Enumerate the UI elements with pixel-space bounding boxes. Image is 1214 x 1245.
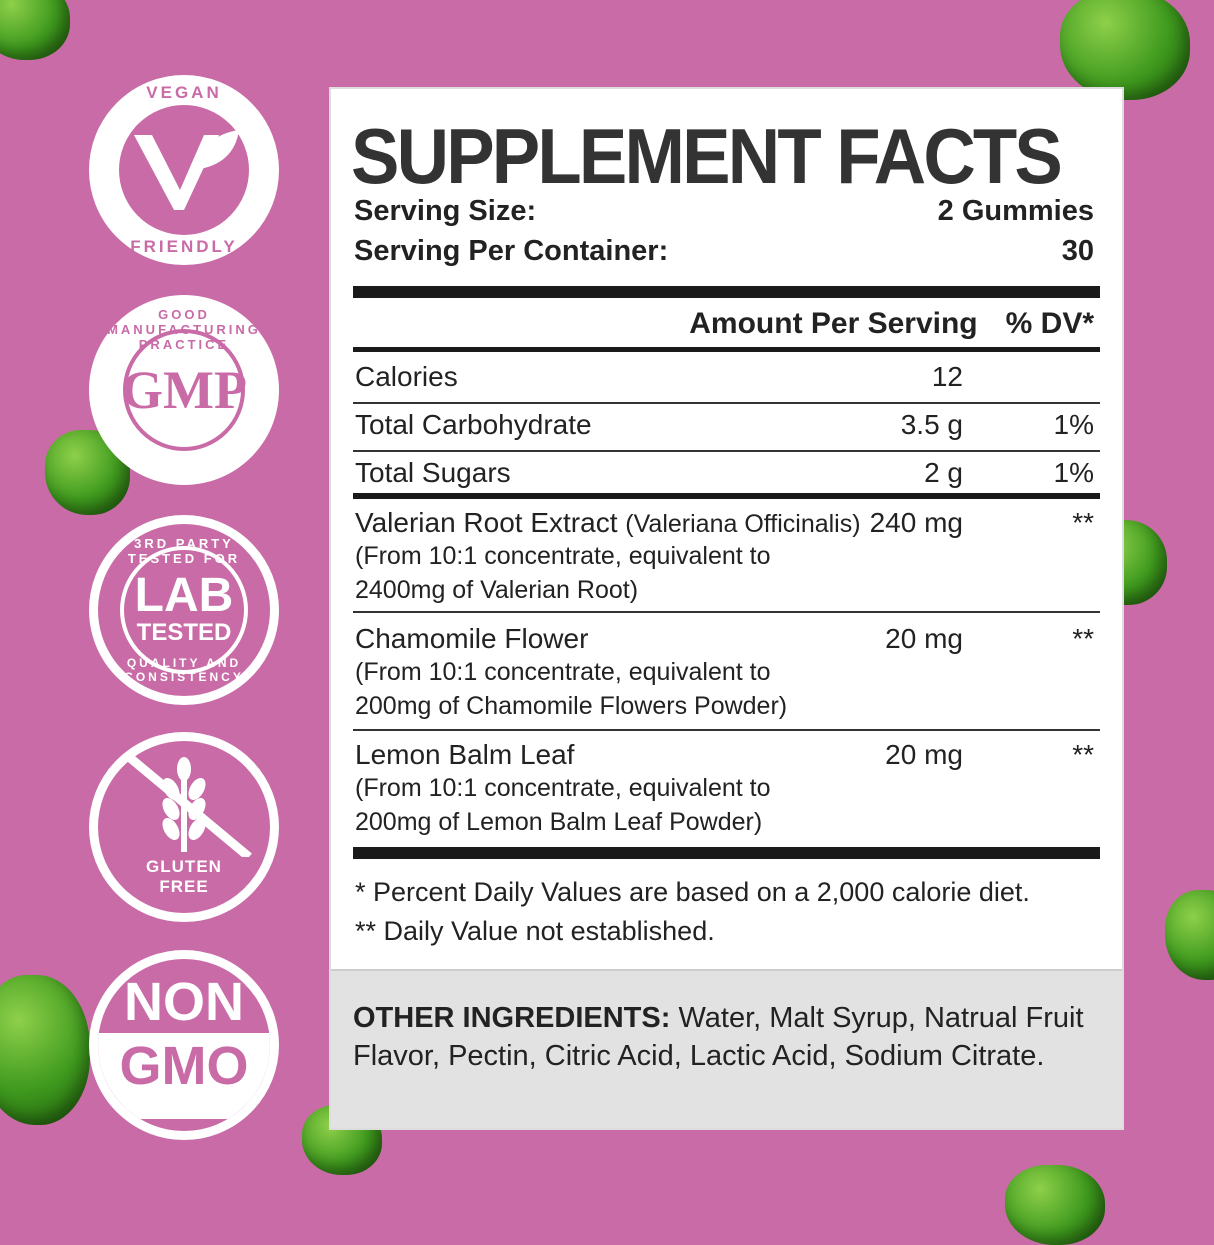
value: 2 Gummies	[937, 195, 1094, 227]
gummy-decoration	[1005, 1165, 1105, 1245]
dv: **	[1072, 623, 1094, 654]
table-row: Total Carbohydrate 3.5 g 1%	[353, 409, 1100, 452]
other-ingredients-text: Water, Malt Syrup, Natrual Fruit Flavor,…	[353, 1002, 1084, 1072]
table-row: Total Sugars 2 g 1%	[353, 457, 1100, 499]
badge-text: GLUTEN	[146, 857, 222, 876]
vegan-friendly-badge: VEGAN FRIENDLY	[89, 75, 279, 265]
divider	[353, 286, 1100, 298]
servings-per-container-row: Serving Per Container: 30	[354, 235, 1094, 268]
value: 30	[1061, 235, 1094, 267]
nutrient-detail: (From 10:1 concentrate, equivalent to	[355, 774, 771, 802]
amount: 12	[931, 361, 963, 392]
label: Serving Size:	[354, 195, 537, 227]
nutrient-detail: 200mg of Chamomile Flowers Powder)	[355, 692, 788, 720]
nutrient-name: Chamomile Flower	[355, 623, 589, 654]
gmp-badge: GOOD MANUFACTURING PRACTICE GMP	[89, 295, 279, 485]
nutrient-name: Valerian Root Extract	[355, 507, 618, 538]
amount-header: Amount Per Serving	[689, 307, 978, 340]
badge-text: GMP	[121, 360, 247, 420]
gummy-decoration	[1060, 0, 1190, 100]
table-row: Valerian Root Extract (Valeriana Officin…	[353, 507, 1100, 613]
badge-text: FREE	[159, 877, 209, 896]
wheat-crossed-icon	[126, 753, 252, 857]
nutrient-detail: 200mg of Lemon Balm Leaf Powder)	[355, 808, 763, 836]
amount: 2 g	[924, 457, 963, 488]
v-leaf-icon	[134, 130, 239, 210]
amount: 3.5 g	[900, 409, 963, 440]
table-row: Lemon Balm Leaf (From 10:1 concentrate, e…	[353, 739, 1100, 859]
gummy-decoration	[0, 0, 70, 60]
nutrient-name: Lemon Balm Leaf	[355, 739, 575, 770]
serving-size-row: Serving Size: 2 Gummies	[354, 195, 1094, 228]
dv: 1%	[1053, 457, 1094, 488]
other-ingredients-label: OTHER INGREDIENTS:	[353, 1002, 671, 1034]
non-gmo-badge: NON GMO	[89, 950, 279, 1140]
divider	[353, 347, 1100, 352]
footnote: * Percent Daily Values are based on a 2,…	[355, 877, 1030, 907]
label: Serving Per Container:	[354, 235, 669, 267]
dv: 1%	[1053, 409, 1094, 440]
column-header: Amount Per Serving % DV*	[689, 307, 1094, 341]
dv-header: % DV*	[1005, 307, 1094, 340]
amount: 240 mg	[869, 507, 963, 538]
gluten-free-badge: GLUTEN FREE	[89, 732, 279, 922]
badge-text: VEGAN	[146, 83, 222, 102]
nutrient-name: Total Carbohydrate	[355, 409, 592, 440]
badge-text: 3RD PARTY TESTED FOR	[127, 536, 241, 566]
table-row: Calories 12	[353, 361, 1100, 404]
nutrient-detail: 2400mg of Valerian Root)	[355, 576, 639, 604]
nutrient-name: Calories	[355, 361, 458, 392]
amount: 20 mg	[885, 623, 963, 654]
other-ingredients: OTHER INGREDIENTS: Water, Malt Syrup, Na…	[331, 969, 1122, 1128]
amount: 20 mg	[885, 739, 963, 770]
badge-text: GMO	[98, 1033, 270, 1119]
badge-text: GOOD MANUFACTURING PRACTICE	[107, 307, 261, 352]
nutrient-name: Total Sugars	[355, 457, 511, 488]
supplement-facts-panel: SUPPLEMENT FACTS Serving Size: 2 Gummies …	[329, 87, 1124, 1130]
gummy-decoration	[1165, 890, 1214, 980]
nutrient-detail: (From 10:1 concentrate, equivalent to	[355, 542, 771, 570]
table-row: Chamomile Flower (From 10:1 concentrate, …	[353, 623, 1100, 731]
latin-name: (Valeriana Officinalis)	[625, 510, 861, 538]
facts-title: SUPPLEMENT FACTS	[351, 112, 1063, 200]
lab-tested-badge: 3RD PARTY TESTED FOR LAB TESTED QUALITY …	[89, 515, 279, 705]
badge-text: FRIENDLY	[130, 237, 238, 256]
dv: **	[1072, 507, 1094, 538]
gummy-decoration	[0, 975, 90, 1125]
dv: **	[1072, 739, 1094, 770]
footnote: ** Daily Value not established.	[355, 916, 715, 946]
nutrient-detail: (From 10:1 concentrate, equivalent to	[355, 658, 771, 686]
badge-text: QUALITY AND CONSISTENCY	[124, 656, 244, 684]
badge-text: NON	[124, 972, 244, 1032]
